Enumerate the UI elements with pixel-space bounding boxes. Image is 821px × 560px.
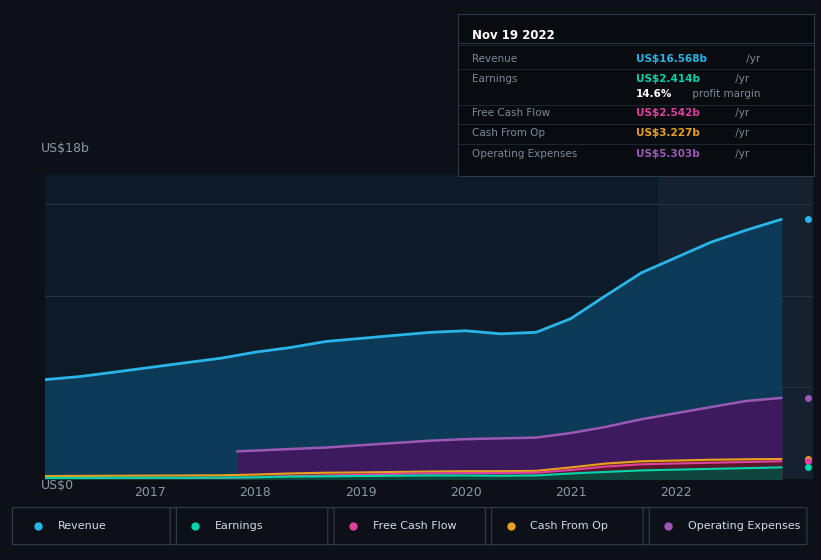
Text: Free Cash Flow: Free Cash Flow — [472, 108, 550, 118]
Text: Free Cash Flow: Free Cash Flow — [373, 521, 456, 531]
Text: /yr: /yr — [742, 54, 759, 64]
Text: US$5.303b: US$5.303b — [636, 148, 699, 158]
Text: /yr: /yr — [732, 108, 749, 118]
Text: Revenue: Revenue — [472, 54, 517, 64]
Text: /yr: /yr — [732, 74, 749, 84]
Text: /yr: /yr — [732, 148, 749, 158]
Text: Earnings: Earnings — [472, 74, 518, 84]
Text: Cash From Op: Cash From Op — [472, 128, 545, 138]
Text: Cash From Op: Cash From Op — [530, 521, 608, 531]
Text: US$2.542b: US$2.542b — [636, 108, 699, 118]
Text: 14.6%: 14.6% — [636, 88, 672, 99]
Text: Operating Expenses: Operating Expenses — [472, 148, 578, 158]
Text: profit margin: profit margin — [689, 88, 761, 99]
Text: /yr: /yr — [732, 128, 749, 138]
Bar — [658, 174, 813, 479]
Text: Earnings: Earnings — [215, 521, 264, 531]
Text: US$3.227b: US$3.227b — [636, 128, 699, 138]
Text: Operating Expenses: Operating Expenses — [688, 521, 800, 531]
Text: Nov 19 2022: Nov 19 2022 — [472, 29, 555, 41]
Text: US$18b: US$18b — [41, 142, 90, 155]
Text: US$16.568b: US$16.568b — [636, 54, 707, 64]
Text: US$2.414b: US$2.414b — [636, 74, 699, 84]
Text: Revenue: Revenue — [57, 521, 106, 531]
Text: US$0: US$0 — [41, 479, 75, 492]
